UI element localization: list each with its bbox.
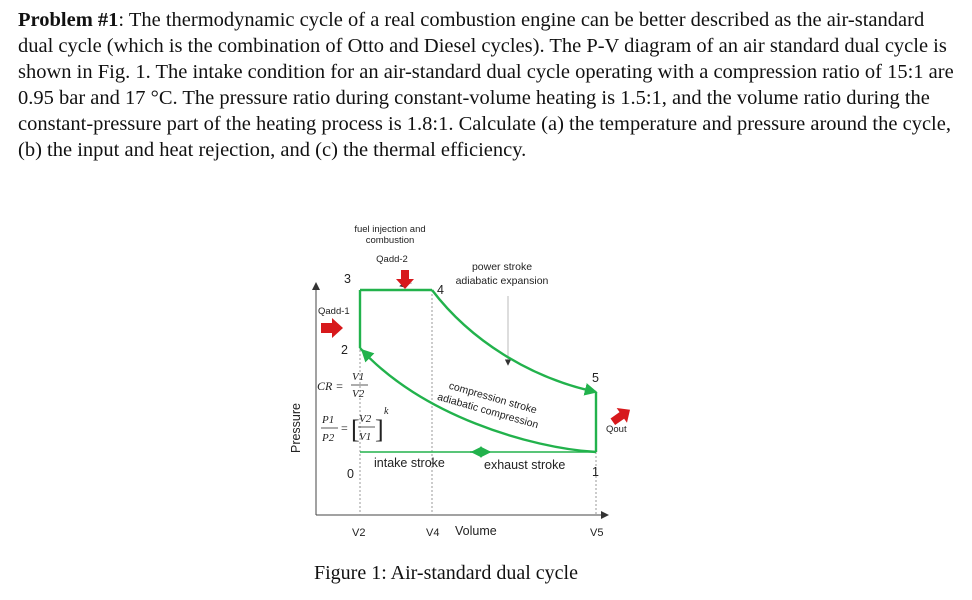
cycle-expansion-curve [431, 289, 597, 394]
equals-sign: = [341, 421, 348, 435]
cr-denominator: V2 [352, 388, 365, 400]
fuel-label-line2: combustion [366, 235, 415, 246]
v-ratio-denominator: V1 [359, 431, 371, 443]
point-0: 0 [347, 467, 354, 481]
point-4: 4 [437, 283, 444, 297]
qadd2-arrow-icon [396, 270, 414, 289]
adiabatic-expansion-label: adiabatic expansion [456, 275, 549, 287]
power-stroke-label: power stroke [472, 261, 532, 273]
qadd1-label: Qadd-1 [318, 306, 350, 317]
v-ratio-numerator: V2 [359, 413, 372, 425]
p-ratio-numerator: P1 [321, 414, 334, 426]
tick-v4: V4 [426, 527, 439, 539]
x-axis-label: Volume [455, 524, 497, 538]
qout-arrow-icon [610, 408, 631, 426]
p-ratio-denominator: P2 [321, 432, 335, 444]
problem-heading: Problem #1 [18, 9, 119, 31]
cycle-compression-arrow [360, 348, 375, 363]
qadd2-label: Qadd-2 [376, 254, 408, 265]
point-5: 5 [592, 371, 599, 385]
tick-v2: V2 [352, 527, 365, 539]
tick-v5: V5 [590, 527, 603, 539]
problem-text: : The thermodynamic cycle of a real comb… [18, 9, 954, 161]
intake-stroke-label: intake stroke [374, 456, 445, 470]
bracket-left: [ [351, 415, 360, 444]
cr-numerator: V1 [352, 371, 364, 383]
point-1: 1 [592, 465, 599, 479]
figure-caption: Figure 1: Air-standard dual cycle [314, 562, 578, 584]
point-2: 2 [341, 343, 348, 357]
exponent-k: k [384, 406, 389, 417]
bracket-right: ] [375, 415, 384, 444]
cr-lhs: CR = [317, 379, 343, 393]
cycle-expansion-arrow [583, 383, 598, 396]
fuel-label-line1: fuel injection and [354, 224, 425, 235]
problem-statement: Problem #1: The thermodynamic cycle of a… [18, 7, 958, 163]
qout-label: Qout [606, 424, 627, 435]
y-axis-label: Pressure [289, 403, 303, 453]
qadd1-arrow-icon [321, 318, 343, 338]
cycle-compression-curve [359, 347, 597, 454]
point-3: 3 [344, 272, 351, 286]
exhaust-stroke-label: exhaust stroke [484, 458, 565, 472]
